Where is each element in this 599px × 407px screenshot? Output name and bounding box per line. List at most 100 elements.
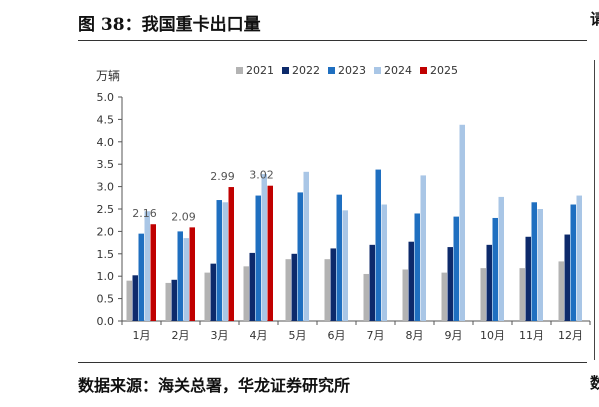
bar-2024-10 [498,196,504,321]
bar-2021-11 [519,268,525,321]
bar-2023-3 [216,200,222,321]
x-tick-label: 6月 [328,329,346,342]
bar-2022-1 [132,275,138,321]
x-tick-label: 12月 [558,329,583,342]
data-label-2025: 2.16 [132,207,157,220]
bar-2024-9 [459,124,465,321]
legend-label-2022: 2022 [292,64,320,77]
bar-2023-5 [297,192,303,321]
bar-2024-6 [342,210,348,321]
figure-title: 图 38：我国重卡出口量 [78,15,261,35]
data-label-2025: 3.02 [249,169,274,182]
x-tick-label: 2月 [172,329,190,342]
bar-2024-4 [261,174,267,321]
bar-2024-7 [381,204,387,321]
bar-2023-11 [531,202,537,321]
legend-label-2021: 2021 [246,64,274,77]
bar-2024-5 [303,171,309,321]
bar-2024-11 [537,209,543,321]
x-tick-label: 4月 [250,329,268,342]
x-tick-label: 11月 [519,329,544,342]
bar-2022-9 [447,247,453,321]
bar-2023-6 [336,194,342,321]
data-labels: 2.16 2.09 2.99 3.02 [132,169,274,224]
y-tick-label: 3.5 [97,158,115,171]
bars [126,124,582,321]
bar-2024-12 [576,195,582,321]
bar-2022-12 [564,234,570,321]
x-tick-label: 8月 [406,329,424,342]
bar-2025-1 [150,224,156,321]
bar-2022-6 [330,248,336,321]
bar-2023-2 [177,231,183,321]
x-tick-label: 1月 [133,329,151,342]
cropped-text-fragment-bottom: 数 [590,374,599,392]
y-tick-label: 1.0 [97,270,115,283]
bar-2022-10 [486,244,492,321]
bar-2023-12 [570,204,576,321]
x-tick-label: 9月 [445,329,463,342]
y-tick-label: 3.0 [97,181,115,194]
bar-2023-4 [255,195,261,321]
bar-2022-4 [249,252,255,321]
bar-2022-11 [525,236,531,321]
bar-2022-8 [408,241,414,321]
bar-2022-7 [369,244,375,321]
legend-swatch-2021 [236,67,243,74]
bar-2025-4 [267,185,273,321]
bar-2024-8 [420,175,426,321]
y-tick-label: 4.5 [97,113,115,126]
y-axis-unit-label: 万辆 [96,69,120,83]
bar-2025-3 [228,187,234,321]
source-rule [78,362,587,363]
bar-2024-2 [183,238,189,321]
bar-2023-8 [414,213,420,321]
bar-2021-7 [363,273,369,321]
axes: 0.0 0.5 1.0 1.5 2.0 2.5 3.0 3.5 4.0 4.5 5.0 1月 2月 3月 4… [97,91,591,342]
title-rule [78,40,587,41]
bar-2021-5 [285,259,291,321]
bar-2021-12 [558,261,564,321]
y-tick-label: 0.5 [97,293,115,306]
y-tick-label: 5.0 [97,91,115,104]
bar-2021-2 [165,282,171,321]
source-note: 数据来源：海关总署，华龙证券研究所 [78,376,351,395]
legend-swatch-2023 [328,67,335,74]
data-label-2025: 2.99 [210,170,235,183]
legend-label-2025: 2025 [430,64,458,77]
bar-2021-4 [243,266,249,321]
cropped-text-fragment: 请 [590,10,599,28]
x-tick-label: 3月 [211,329,229,342]
data-label-2025: 2.09 [171,210,196,223]
bar-2021-10 [480,268,486,321]
y-tick-label: 2.0 [97,225,115,238]
bar-2023-7 [375,169,381,321]
legend-swatch-2024 [374,67,381,74]
x-tick-label: 5月 [289,329,307,342]
bar-2024-1 [144,211,150,321]
bar-2023-10 [492,217,498,321]
bar-2022-3 [210,263,216,321]
y-tick-label: 1.5 [97,248,115,261]
bar-2023-9 [453,216,459,321]
legend-label-2024: 2024 [384,64,412,77]
bar-2021-9 [441,272,447,321]
page-edge-line [594,60,595,360]
y-tick-label: 4.0 [97,136,115,149]
bar-2022-2 [171,279,177,321]
bar-2024-3 [222,202,228,321]
legend-label-2023: 2023 [338,64,366,77]
x-tick-label: 10月 [480,329,505,342]
bar-2025-2 [189,227,195,321]
bar-2022-5 [291,253,297,321]
bar-2021-6 [324,259,330,321]
bar-2023-1 [138,233,144,321]
legend-swatch-2022 [282,67,289,74]
y-tick-label: 2.5 [97,203,115,216]
x-tick-label: 7月 [367,329,385,342]
legend-swatch-2025 [420,67,427,74]
legend: 2021 2022 2023 2024 2025 [236,64,458,77]
bar-2021-1 [126,280,132,321]
bar-2021-3 [204,272,210,321]
